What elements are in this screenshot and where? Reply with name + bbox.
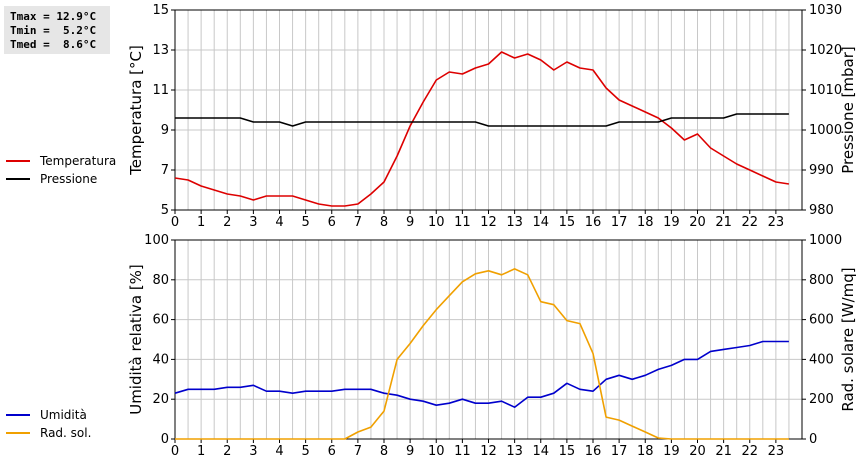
chart2-xtick-label: 8 bbox=[380, 444, 388, 459]
chart2-xtick-label: 21 bbox=[715, 444, 732, 459]
chart1-xtick-label: 16 bbox=[585, 215, 602, 230]
chart1-xtick-label: 21 bbox=[715, 215, 732, 230]
legend-top: Temperatura Pressione bbox=[6, 152, 116, 188]
chart2-ytick-right-label: 400 bbox=[809, 352, 834, 367]
chart1-ylabel-right: Pressione [mbar] bbox=[839, 46, 857, 174]
chart2-xtick-label: 16 bbox=[585, 444, 602, 459]
chart1-xtick-label: 8 bbox=[380, 215, 388, 230]
chart2-xtick-label: 1 bbox=[197, 444, 205, 459]
chart2-ylabel-right: Rad. solare [W/mq] bbox=[839, 267, 857, 411]
chart1-ytick-left-label: 15 bbox=[152, 3, 169, 18]
legend-swatch-pressione bbox=[6, 178, 30, 180]
chart2-xtick-label: 9 bbox=[406, 444, 414, 459]
legend-swatch-temperatura bbox=[6, 160, 30, 162]
chart1-xtick-label: 23 bbox=[768, 215, 785, 230]
chart1-ytick-right-label: 980 bbox=[809, 203, 834, 218]
chart2-xtick-label: 13 bbox=[506, 444, 523, 459]
legend-bottom: Umidità Rad. sol. bbox=[6, 406, 91, 442]
chart1-xtick-label: 4 bbox=[275, 215, 283, 230]
chart1-ytick-right-label: 990 bbox=[809, 163, 834, 178]
chart1-ytick-left-label: 7 bbox=[161, 163, 169, 178]
chart2-ytick-right-label: 600 bbox=[809, 313, 834, 328]
chart2-ytick-right-label: 200 bbox=[809, 392, 834, 407]
chart1-xtick-label: 0 bbox=[171, 215, 179, 230]
legend-item-radsol: Rad. sol. bbox=[6, 424, 91, 442]
chart1-xtick-label: 14 bbox=[532, 215, 549, 230]
stats-box: Tmax = 12.9°C Tmin = 5.2°C Tmed = 8.6°C bbox=[4, 6, 110, 54]
chart1-xtick-label: 2 bbox=[223, 215, 231, 230]
chart2-ylabel-left: Umidità relativa [%] bbox=[127, 264, 145, 415]
chart2-xtick-label: 19 bbox=[663, 444, 680, 459]
chart2-xtick-label: 0 bbox=[171, 444, 179, 459]
tmed-text: Tmed = 8.6°C bbox=[10, 38, 97, 51]
chart1-ytick-left-label: 5 bbox=[161, 203, 169, 218]
chart1-xtick-label: 18 bbox=[637, 215, 654, 230]
chart1-xtick-label: 15 bbox=[559, 215, 576, 230]
legend-item-temperatura: Temperatura bbox=[6, 152, 116, 170]
chart1-xtick-label: 9 bbox=[406, 215, 414, 230]
chart1-xtick-label: 13 bbox=[506, 215, 523, 230]
chart2-xtick-label: 12 bbox=[480, 444, 497, 459]
chart1-xtick-label: 3 bbox=[249, 215, 257, 230]
chart2-series-0-line bbox=[174, 340, 789, 409]
chart1-xtick-label: 5 bbox=[301, 215, 309, 230]
chart1-ytick-left-label: 13 bbox=[152, 43, 169, 58]
chart1-xtick-label: 7 bbox=[354, 215, 362, 230]
chart2-ytick-left-label: 0 bbox=[161, 432, 169, 447]
chart1-xtick-label: 11 bbox=[454, 215, 471, 230]
chart1-series-1-line bbox=[175, 113, 789, 127]
legend-label-umidita: Umidità bbox=[40, 408, 87, 422]
chart1-xtick-label: 10 bbox=[428, 215, 445, 230]
legend-swatch-radsol bbox=[6, 432, 30, 434]
chart2-xtick-label: 20 bbox=[689, 444, 706, 459]
chart1-xtick-label: 12 bbox=[480, 215, 497, 230]
legend-label-radsol: Rad. sol. bbox=[40, 426, 92, 440]
chart2-xtick-label: 11 bbox=[454, 444, 471, 459]
chart2-ytick-left-label: 40 bbox=[152, 352, 169, 367]
chart1-xtick-label: 22 bbox=[741, 215, 758, 230]
chart2-xtick-label: 7 bbox=[354, 444, 362, 459]
chart1-xtick-label: 6 bbox=[328, 215, 336, 230]
chart2-xtick-label: 22 bbox=[741, 444, 758, 459]
chart2-xtick-label: 2 bbox=[223, 444, 231, 459]
chart2-ytick-left-label: 60 bbox=[152, 313, 169, 328]
chart2-xtick-label: 23 bbox=[768, 444, 785, 459]
chart1-xtick-label: 1 bbox=[197, 215, 205, 230]
legend-swatch-umidita bbox=[6, 414, 30, 416]
chart2-ytick-right-label: 800 bbox=[809, 273, 834, 288]
chart2-ytick-left-label: 20 bbox=[152, 392, 169, 407]
chart2-xtick-label: 14 bbox=[532, 444, 549, 459]
chart1-ytick-left-label: 11 bbox=[152, 83, 169, 98]
chart2-xtick-label: 3 bbox=[249, 444, 257, 459]
chart1-ytick-left-label: 9 bbox=[161, 123, 169, 138]
chart2-ytick-left-label: 100 bbox=[144, 233, 169, 248]
legend-label-pressione: Pressione bbox=[40, 172, 98, 186]
chart1-ytick-right-label: 1030 bbox=[809, 3, 842, 18]
chart2-xtick-label: 15 bbox=[559, 444, 576, 459]
chart2-xtick-label: 5 bbox=[301, 444, 309, 459]
chart1-xtick-label: 19 bbox=[663, 215, 680, 230]
chart1-ytick-right-label: 1020 bbox=[809, 43, 842, 58]
tmax-text: Tmax = 12.9°C bbox=[10, 10, 97, 23]
chart2-ytick-left-label: 80 bbox=[152, 273, 169, 288]
chart2-ytick-right-label: 1000 bbox=[809, 233, 842, 248]
chart1-series-0-line bbox=[174, 51, 790, 207]
chart2-xtick-label: 4 bbox=[275, 444, 283, 459]
legend-item-pressione: Pressione bbox=[6, 170, 116, 188]
chart2-xtick-label: 17 bbox=[611, 444, 628, 459]
chart1-ylabel-left: Temperatura [°C] bbox=[127, 45, 145, 176]
tmin-text: Tmin = 5.2°C bbox=[10, 24, 97, 37]
chart2-ytick-right-label: 0 bbox=[809, 432, 817, 447]
chart2-xtick-label: 10 bbox=[428, 444, 445, 459]
chart1-ytick-right-label: 1010 bbox=[809, 83, 842, 98]
chart2-series-1-line bbox=[175, 268, 789, 440]
legend-label-temperatura: Temperatura bbox=[40, 154, 117, 168]
chart1-xtick-label: 17 bbox=[611, 215, 628, 230]
chart1-xtick-label: 20 bbox=[689, 215, 706, 230]
legend-item-umidita: Umidità bbox=[6, 406, 91, 424]
chart1-ytick-right-label: 1000 bbox=[809, 123, 842, 138]
chart2-xtick-label: 18 bbox=[637, 444, 654, 459]
chart2-xtick-label: 6 bbox=[328, 444, 336, 459]
